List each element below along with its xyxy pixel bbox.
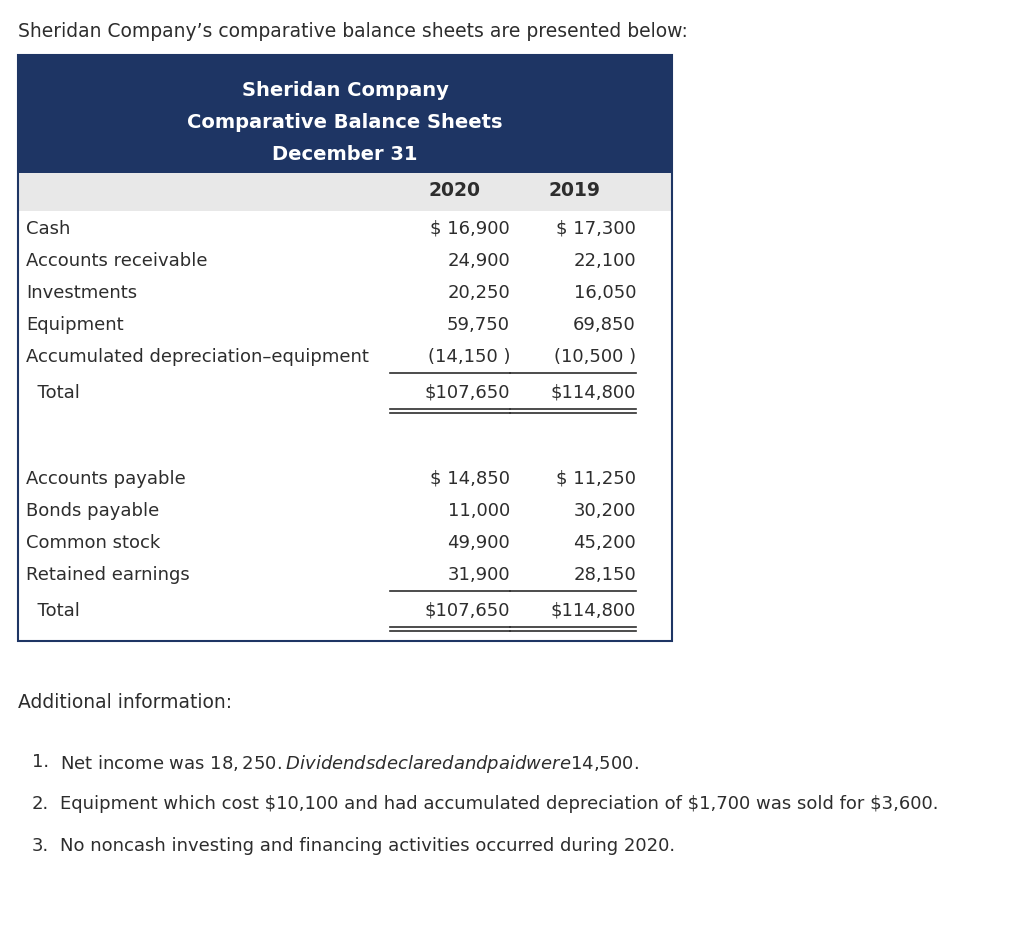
Text: Net income was $18,250. Dividends declared and paid were $14,500.: Net income was $18,250. Dividends declar… (60, 753, 639, 775)
Text: $ 11,250: $ 11,250 (556, 470, 636, 488)
Text: Equipment which cost $10,100 and had accumulated depreciation of $1,700 was sold: Equipment which cost $10,100 and had acc… (60, 795, 939, 813)
Text: 45,200: 45,200 (573, 534, 636, 551)
Text: Total: Total (26, 384, 80, 402)
Text: 24,900: 24,900 (447, 252, 510, 270)
Text: 11,000: 11,000 (447, 502, 510, 519)
Text: Equipment: Equipment (26, 315, 124, 333)
Text: Additional information:: Additional information: (18, 693, 232, 712)
Text: 59,750: 59,750 (447, 315, 510, 333)
Text: 49,900: 49,900 (447, 534, 510, 551)
Text: Sheridan Company’s comparative balance sheets are presented below:: Sheridan Company’s comparative balance s… (18, 22, 688, 41)
Text: Accounts receivable: Accounts receivable (26, 252, 208, 270)
Text: 69,850: 69,850 (573, 315, 636, 333)
Text: $107,650: $107,650 (425, 384, 510, 402)
Bar (18, 55, 672, 641)
Text: Total: Total (26, 602, 80, 620)
Bar (18, 55, 672, 173)
Text: 28,150: 28,150 (573, 565, 636, 584)
Text: Accumulated depreciation–equipment: Accumulated depreciation–equipment (26, 347, 369, 366)
Text: December 31: December 31 (272, 145, 418, 164)
Bar (18, 173, 672, 211)
Text: Common stock: Common stock (26, 534, 160, 551)
Text: 31,900: 31,900 (447, 565, 510, 584)
Text: (14,150 ): (14,150 ) (427, 347, 510, 366)
Text: 3.: 3. (32, 837, 49, 855)
Text: 30,200: 30,200 (573, 502, 636, 519)
Text: Accounts payable: Accounts payable (26, 470, 185, 488)
Text: 20,250: 20,250 (447, 284, 510, 301)
Text: Investments: Investments (26, 284, 137, 301)
Text: Cash: Cash (26, 220, 71, 238)
Text: 16,050: 16,050 (573, 284, 636, 301)
Text: $107,650: $107,650 (425, 602, 510, 620)
Text: $114,800: $114,800 (551, 384, 636, 402)
Text: Comparative Balance Sheets: Comparative Balance Sheets (187, 113, 503, 132)
Text: 2019: 2019 (549, 181, 601, 200)
Text: 2020: 2020 (429, 181, 481, 200)
Text: No noncash investing and financing activities occurred during 2020.: No noncash investing and financing activ… (60, 837, 675, 855)
Text: 22,100: 22,100 (573, 252, 636, 270)
Text: Retained earnings: Retained earnings (26, 565, 189, 584)
Text: 1.: 1. (32, 753, 49, 771)
Text: $ 14,850: $ 14,850 (430, 470, 510, 488)
Text: $ 16,900: $ 16,900 (430, 220, 510, 238)
Text: (10,500 ): (10,500 ) (554, 347, 636, 366)
Text: 2.: 2. (32, 795, 49, 813)
Text: Sheridan Company: Sheridan Company (242, 81, 449, 100)
Text: $114,800: $114,800 (551, 602, 636, 620)
Text: Bonds payable: Bonds payable (26, 502, 160, 519)
Text: $ 17,300: $ 17,300 (556, 220, 636, 238)
